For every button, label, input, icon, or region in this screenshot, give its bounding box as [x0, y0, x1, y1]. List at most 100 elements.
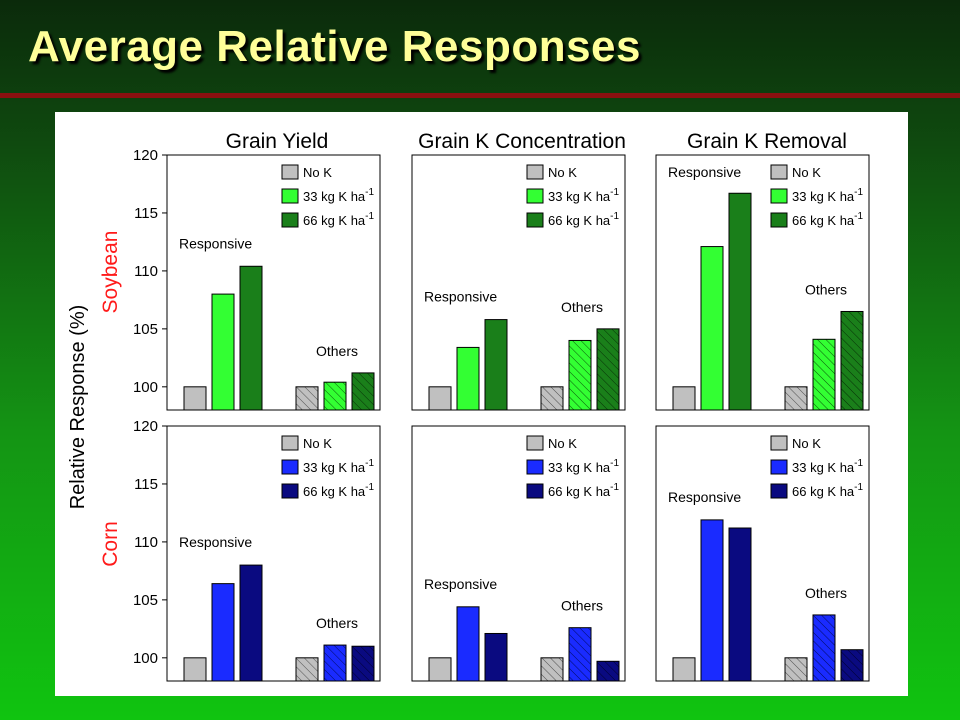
bar [840, 310, 864, 411]
y-tick-label: 105 [133, 592, 158, 609]
chart-panel: Grain Yield Grain K Concentration Grain … [55, 112, 908, 696]
legend-swatch [281, 483, 299, 499]
bar [351, 372, 375, 411]
plot-frame [166, 154, 381, 411]
row-label-corn: Corn [99, 521, 122, 567]
bar [540, 386, 564, 411]
y-tick-label: 100 [133, 379, 158, 396]
legend-label: 66 kg K ha-1 [792, 211, 863, 228]
legend-swatch [281, 212, 299, 228]
legend-label: No K [548, 165, 577, 180]
legend-label: 66 kg K ha-1 [303, 482, 374, 499]
plot-frame [166, 425, 381, 682]
legend-swatch [770, 164, 788, 180]
legend-swatch [526, 435, 544, 451]
bar [211, 583, 235, 682]
legend-label: No K [303, 165, 332, 180]
bar [784, 386, 808, 411]
legend-swatch [526, 459, 544, 475]
legend-label: No K [303, 436, 332, 451]
chart-grid: Grain Yield Grain K Concentration Grain … [67, 130, 870, 682]
bar [568, 627, 592, 682]
legend-swatch [526, 483, 544, 499]
y-tick-label: 100 [133, 650, 158, 667]
legend-swatch [770, 188, 788, 204]
bar [596, 328, 620, 411]
y-tick-label: 120 [133, 418, 158, 435]
legend-label: 33 kg K ha-1 [548, 458, 619, 475]
legend-label: 33 kg K ha-1 [303, 187, 374, 204]
legend-label: 66 kg K ha-1 [548, 211, 619, 228]
legend-label: No K [792, 436, 821, 451]
group-label-responsive: Responsive [668, 489, 741, 505]
legend-label: 66 kg K ha-1 [792, 482, 863, 499]
group-label-others: Others [316, 343, 358, 359]
plot-frame [655, 425, 870, 682]
title-divider [0, 93, 960, 98]
y-tick-label: 115 [134, 205, 158, 222]
legend-swatch [281, 188, 299, 204]
bar [484, 632, 508, 682]
legend-swatch [770, 212, 788, 228]
plot-frame [411, 425, 626, 682]
legend-label: 33 kg K ha-1 [303, 458, 374, 475]
bar [183, 386, 207, 411]
bar [596, 660, 620, 682]
legend-label: No K [548, 436, 577, 451]
bar [568, 339, 592, 411]
bar [700, 519, 724, 682]
y-tick-label: 115 [134, 476, 158, 493]
bar [323, 381, 347, 411]
group-label-responsive: Responsive [179, 235, 252, 251]
bar [812, 338, 836, 411]
bar [295, 386, 319, 411]
y-tick-label: 110 [134, 534, 158, 551]
bar [672, 386, 696, 411]
legend-swatch [770, 435, 788, 451]
legend-label: 33 kg K ha-1 [792, 458, 863, 475]
col-title-grain-k-removal: Grain K Removal [687, 130, 847, 153]
y-axis-label: Relative Response (%) [67, 305, 89, 510]
legend-label: 33 kg K ha-1 [792, 187, 863, 204]
bar [700, 246, 724, 411]
bar [812, 614, 836, 682]
legend-swatch [526, 212, 544, 228]
legend-label: 66 kg K ha-1 [548, 482, 619, 499]
bar [323, 644, 347, 682]
bar [784, 657, 808, 682]
bar [211, 293, 235, 411]
bar [728, 527, 752, 682]
group-label-others: Others [561, 598, 603, 614]
legend-swatch [281, 164, 299, 180]
y-tick-label: 120 [133, 147, 158, 164]
bar [183, 657, 207, 682]
bar [239, 564, 263, 682]
col-title-grain-k-concentration: Grain K Concentration [418, 130, 626, 153]
plot-frame [411, 154, 626, 411]
group-label-others: Others [561, 299, 603, 315]
legend-swatch [770, 483, 788, 499]
col-title-grain-yield: Grain Yield [226, 130, 329, 153]
group-label-others: Others [805, 281, 847, 297]
bar [351, 645, 375, 682]
bar [840, 649, 864, 682]
bar [428, 386, 452, 411]
legend-swatch [526, 164, 544, 180]
legend-label: 33 kg K ha-1 [548, 187, 619, 204]
bar [456, 606, 480, 682]
y-tick-label: 105 [133, 321, 158, 338]
bar [456, 346, 480, 411]
bar [484, 319, 508, 411]
bar [672, 657, 696, 682]
legend-swatch [281, 459, 299, 475]
legend-label: 66 kg K ha-1 [303, 211, 374, 228]
y-tick-label: 110 [134, 263, 158, 280]
row-label-soybean: Soybean [99, 231, 122, 314]
group-label-others: Others [316, 615, 358, 631]
legend-swatch [281, 435, 299, 451]
legend-label: No K [792, 165, 821, 180]
slide-title: Average Relative Responses [28, 22, 641, 71]
bar [728, 192, 752, 411]
bar [428, 657, 452, 682]
group-label-others: Others [805, 585, 847, 601]
